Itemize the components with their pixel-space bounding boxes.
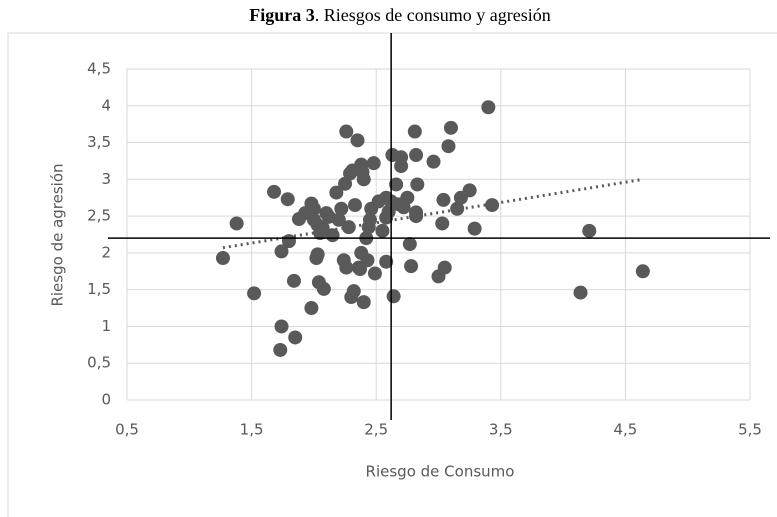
point [306,201,321,216]
x-tick-label: 1,5 [240,421,264,439]
point [437,260,452,275]
x-tick-label: 4,5 [613,421,637,439]
point [582,223,597,238]
point [350,133,365,148]
point [386,289,401,304]
point [435,216,450,231]
point [467,221,482,236]
point [331,212,346,227]
point [247,286,262,301]
point [485,198,500,213]
point [402,237,417,252]
y-tick-label: 3 [101,170,111,188]
point [215,251,230,266]
y-tick-label: 0,5 [87,354,111,372]
x-tick-label: 5,5 [738,421,762,439]
point [336,253,351,268]
point [375,223,390,238]
point [274,244,289,259]
point [267,184,282,199]
point [274,319,289,334]
title-bold: Figura 3 [249,5,315,25]
point [229,216,244,231]
y-tick-label: 2 [101,243,111,261]
point [443,120,458,135]
point [344,290,359,305]
point [389,177,404,192]
x-tick-label: 0,5 [115,421,139,439]
point [288,330,303,345]
point [356,172,371,187]
point [286,273,301,288]
point [481,100,496,115]
y-tick-label: 1,5 [87,280,111,298]
point [348,198,363,213]
point [329,185,344,200]
point [436,192,451,207]
chart-title: Figura 3. Riesgos de consumo y agresión [249,5,550,25]
point [356,295,371,310]
chart-border [7,32,777,517]
y-tick-label: 2,5 [87,207,111,225]
point [635,264,650,279]
point [426,154,441,169]
y-tick-label: 4,5 [87,60,111,78]
point [366,156,381,171]
point [404,259,419,274]
point [273,342,288,357]
point [410,177,425,192]
point [407,124,422,139]
title-rest: . Riesgos de consumo y agresión [315,5,551,25]
point [391,197,406,212]
point [462,183,477,198]
point [573,285,588,300]
point [280,192,295,207]
point [316,281,331,296]
y-axis-title: Riesgo de agresión [49,163,67,306]
x-axis-title: Riesgo de Consumo [366,463,515,481]
point [334,201,349,216]
trendline [222,177,644,250]
point [379,190,394,205]
y-tick-label: 3,5 [87,133,111,151]
point [304,301,319,316]
point [309,251,324,266]
x-tick-label: 2,5 [364,421,388,439]
y-tick-label: 1 [101,317,111,335]
point [360,253,375,268]
point [409,148,424,163]
y-tick-label: 0 [101,391,111,409]
point [379,254,394,269]
point [441,139,456,154]
point [394,159,409,174]
point [339,124,354,139]
point [450,201,465,216]
y-tick-label: 4 [101,96,111,114]
point [367,266,382,281]
x-tick-label: 3,5 [489,421,513,439]
point [409,209,424,224]
